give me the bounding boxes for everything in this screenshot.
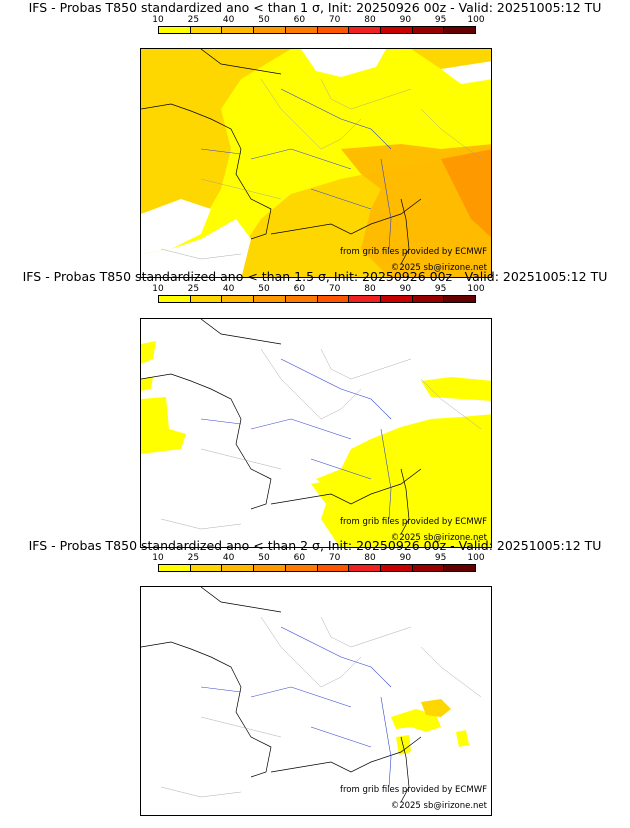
colorbar-tick-label: 90 — [399, 15, 412, 25]
probability-map: from grib files provided by ECMWF ©2025 … — [140, 586, 492, 816]
colorbar-swatch — [412, 565, 445, 571]
colorbar-swatch — [254, 27, 286, 33]
colorbar-labels: 10 25 40 50 60 70 80 90 95 100 — [152, 553, 484, 563]
colorbar-swatch — [349, 296, 381, 302]
copyright-credit: ©2025 sb@irizone.net — [390, 263, 487, 273]
colorbar-swatch — [222, 565, 255, 571]
panel-title: IFS - Probas T850 standardized ano < tha… — [28, 0, 602, 15]
colorbar-swatch — [285, 565, 318, 571]
colorbar-swatch — [444, 27, 476, 33]
colorbar-tick-label: 100 — [467, 15, 485, 25]
panel-title: IFS - Probas T850 standardized ano < tha… — [28, 538, 602, 553]
colorbar-tick-label: 95 — [434, 553, 447, 563]
colorbar-tick-label: 95 — [434, 284, 447, 294]
colorbar-tick-label: 70 — [328, 553, 341, 563]
colorbar-swatch — [190, 296, 223, 302]
colorbar-swatch — [349, 27, 381, 33]
probability-map: from grib files provided by ECMWF ©2025 … — [140, 48, 492, 278]
colorbar-tick-label: 95 — [434, 15, 447, 25]
copyright-credit: ©2025 sb@irizone.net — [390, 801, 487, 811]
colorbar-tick-label: 90 — [399, 284, 412, 294]
colorbar-swatch — [412, 296, 445, 302]
colorbar-tick-label: 70 — [328, 284, 341, 294]
colorbar-tick-label: 25 — [187, 284, 200, 294]
colorbar-labels: 10 25 40 50 60 70 80 90 95 100 — [152, 284, 484, 294]
data-source-credit: from grib files provided by ECMWF — [340, 247, 487, 257]
colorbar-swatch — [380, 296, 413, 302]
colorbar-swatch — [317, 27, 350, 33]
panel-title: IFS - Probas T850 standardized ano < tha… — [22, 269, 608, 284]
colorbar-swatch — [285, 296, 318, 302]
colorbar-swatch — [159, 27, 191, 33]
colorbar-swatch — [222, 27, 255, 33]
colorbar — [158, 26, 476, 34]
colorbar-tick-label: 90 — [399, 553, 412, 563]
data-source-credit: from grib files provided by ECMWF — [340, 517, 487, 527]
colorbar-swatch — [190, 565, 223, 571]
colorbar-swatch — [190, 27, 223, 33]
colorbar-swatch — [254, 296, 286, 302]
colorbar-tick-label: 100 — [467, 553, 485, 563]
colorbar-swatch — [380, 565, 413, 571]
colorbar-swatch — [349, 565, 381, 571]
colorbar-swatch — [159, 296, 191, 302]
colorbar-swatch — [317, 565, 350, 571]
data-source-credit: from grib files provided by ECMWF — [340, 785, 487, 795]
colorbar-swatch — [380, 27, 413, 33]
colorbar-swatch — [285, 27, 318, 33]
colorbar-tick-label: 60 — [293, 284, 306, 294]
colorbar-tick-label: 10 — [152, 284, 164, 294]
copyright-credit: ©2025 sb@irizone.net — [390, 533, 487, 543]
colorbar-tick-label: 10 — [152, 553, 164, 563]
colorbar-tick-label: 25 — [187, 15, 200, 25]
colorbar-tick-label: 100 — [467, 284, 485, 294]
colorbar-tick-label: 40 — [222, 284, 235, 294]
colorbar-tick-label: 50 — [258, 553, 270, 563]
colorbar — [158, 564, 476, 572]
colorbar-tick-label: 60 — [293, 553, 306, 563]
colorbar-tick-label: 25 — [187, 553, 200, 563]
colorbar-swatch — [444, 565, 476, 571]
colorbar-swatch — [222, 296, 255, 302]
colorbar-tick-label: 50 — [258, 284, 270, 294]
colorbar-labels: 10 25 40 50 60 70 80 90 95 100 — [152, 15, 484, 25]
colorbar-swatch — [444, 296, 476, 302]
colorbar-tick-label: 10 — [152, 15, 164, 25]
colorbar-swatch — [254, 565, 286, 571]
colorbar-tick-label: 40 — [222, 15, 235, 25]
colorbar-tick-label: 60 — [293, 15, 306, 25]
colorbar-tick-label: 40 — [222, 553, 235, 563]
colorbar-tick-label: 80 — [364, 15, 376, 25]
colorbar-tick-label: 70 — [328, 15, 341, 25]
colorbar-tick-label: 50 — [258, 15, 270, 25]
colorbar — [158, 295, 476, 303]
colorbar-swatch — [317, 296, 350, 302]
colorbar-swatch — [159, 565, 191, 571]
colorbar-swatch — [412, 27, 445, 33]
colorbar-tick-label: 80 — [364, 284, 376, 294]
colorbar-tick-label: 80 — [364, 553, 376, 563]
probability-map: from grib files provided by ECMWF ©2025 … — [140, 318, 492, 548]
